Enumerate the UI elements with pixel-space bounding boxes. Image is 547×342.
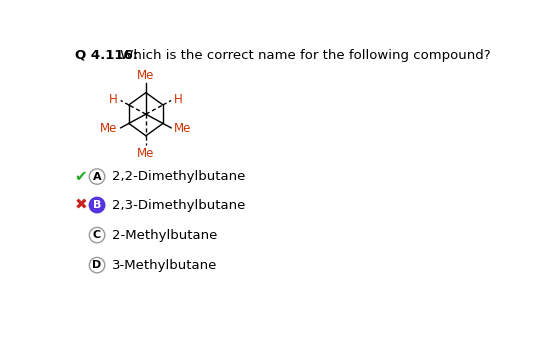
Text: 2,2-Dimethylbutane: 2,2-Dimethylbutane <box>112 170 245 183</box>
Text: Me: Me <box>174 122 191 135</box>
Text: 3-Methylbutane: 3-Methylbutane <box>112 259 217 272</box>
Circle shape <box>89 258 105 273</box>
Text: Which is the correct name for the following compound?: Which is the correct name for the follow… <box>117 49 491 62</box>
Text: 2-Methylbutane: 2-Methylbutane <box>112 228 217 241</box>
Text: Me: Me <box>137 146 155 159</box>
Circle shape <box>89 197 105 213</box>
Text: A: A <box>93 172 101 182</box>
Text: ✖: ✖ <box>74 198 87 212</box>
Text: Me: Me <box>137 69 155 82</box>
Circle shape <box>89 169 105 184</box>
Circle shape <box>89 227 105 243</box>
Text: Q 4.116:: Q 4.116: <box>74 49 138 62</box>
Text: H: H <box>109 93 118 106</box>
Text: H: H <box>174 93 183 106</box>
Text: C: C <box>93 230 101 240</box>
Text: 2,3-Dimethylbutane: 2,3-Dimethylbutane <box>112 199 245 212</box>
Text: B: B <box>93 200 101 210</box>
Text: ✔: ✔ <box>74 169 87 184</box>
Text: D: D <box>92 260 102 270</box>
Text: Me: Me <box>100 122 117 135</box>
